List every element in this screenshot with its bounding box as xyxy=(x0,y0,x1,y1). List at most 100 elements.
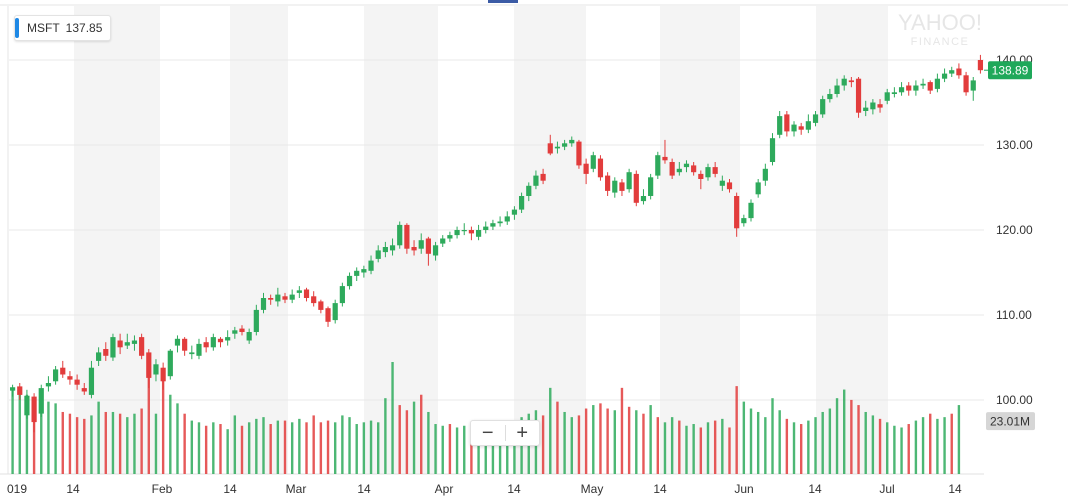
zoom-in-button[interactable]: + xyxy=(516,422,529,444)
candle-body xyxy=(963,75,969,93)
candle-body xyxy=(784,114,790,132)
zoom-out-button[interactable]: − xyxy=(481,422,494,444)
candle xyxy=(554,141,561,154)
volume-bar xyxy=(47,401,50,474)
candle-body xyxy=(547,143,553,154)
volume-bar xyxy=(104,411,107,474)
x-axis-labels: 019 14 Feb 14 Mar 14 Apr 14 May 14 Jun 14 Jul 14 xyxy=(7,482,962,496)
candle-body xyxy=(877,104,883,108)
x-tick-label: 14 xyxy=(808,482,822,496)
volume-bar xyxy=(778,410,781,474)
candle-body xyxy=(683,163,690,168)
candle xyxy=(633,170,639,207)
candle-body xyxy=(891,92,897,94)
volume-bar xyxy=(398,405,401,474)
candle-body xyxy=(898,87,905,93)
candle-body xyxy=(977,60,984,71)
volume-bars xyxy=(11,362,961,474)
candle xyxy=(726,179,733,193)
candle xyxy=(791,121,797,137)
candle-body xyxy=(210,337,216,348)
candle xyxy=(382,241,388,258)
candle xyxy=(956,63,962,79)
candle xyxy=(941,68,948,83)
candle xyxy=(920,78,926,89)
candle xyxy=(870,99,876,115)
candle xyxy=(970,77,976,101)
volume-bar xyxy=(670,417,674,474)
candle-body xyxy=(160,367,166,382)
candle-body xyxy=(812,114,819,123)
volume-bar xyxy=(907,424,910,474)
volume-bar xyxy=(312,415,315,474)
candle xyxy=(511,206,518,220)
candle-body xyxy=(24,395,30,416)
candle xyxy=(483,221,489,234)
candle xyxy=(397,221,403,249)
candle-body xyxy=(834,85,840,94)
volume-bar xyxy=(807,420,810,474)
candle-body xyxy=(332,303,338,321)
volume-bar xyxy=(929,413,932,474)
candle-body xyxy=(605,175,611,191)
volume-bar xyxy=(620,387,624,474)
candle xyxy=(124,333,130,349)
candle-body xyxy=(189,352,195,355)
candle xyxy=(841,75,847,91)
volume-bar xyxy=(25,394,29,474)
candle-body xyxy=(103,349,109,356)
volume-bar xyxy=(627,406,631,474)
symbol-legend[interactable]: MSFT 137.85 xyxy=(14,15,112,41)
zoom-control: − + xyxy=(470,420,540,446)
volume-bar xyxy=(713,420,717,474)
candle-body xyxy=(60,367,66,375)
volume-bar xyxy=(491,425,495,474)
candle-body xyxy=(397,224,403,246)
candle xyxy=(411,240,417,256)
candle xyxy=(96,347,102,366)
candle xyxy=(296,286,302,298)
x-tick-label: 019 xyxy=(7,482,27,496)
candle xyxy=(38,384,44,417)
candle xyxy=(848,77,854,88)
volume-bar xyxy=(549,387,552,474)
candle-body xyxy=(124,342,130,346)
candle-body xyxy=(217,338,224,343)
candle xyxy=(590,151,596,173)
candle-body xyxy=(404,224,410,249)
candle-body xyxy=(447,235,453,239)
candle xyxy=(762,163,768,186)
candle-body xyxy=(848,80,854,83)
volume-bar xyxy=(298,418,301,474)
candle-body xyxy=(88,367,95,395)
candle-body xyxy=(755,182,761,195)
volume-bar xyxy=(835,398,839,474)
candle xyxy=(597,155,604,181)
candle-body xyxy=(454,230,460,236)
candle xyxy=(375,245,381,263)
volume-bar xyxy=(886,422,889,474)
volume-bar xyxy=(97,401,100,474)
candle-body xyxy=(827,94,833,100)
candle-body xyxy=(440,238,446,244)
volume-bar xyxy=(204,425,208,474)
volume-bar xyxy=(147,375,150,474)
candle xyxy=(626,168,632,193)
candle-body xyxy=(583,163,589,174)
candle xyxy=(497,216,503,227)
volume-badge-label: 23.01M xyxy=(990,415,1030,429)
candle-body xyxy=(562,143,568,147)
candle xyxy=(289,289,295,304)
candle-body xyxy=(855,78,862,113)
candle-body xyxy=(418,240,424,249)
candle xyxy=(827,88,833,103)
candle-body xyxy=(726,182,733,190)
candle xyxy=(131,335,138,351)
candle-body xyxy=(741,218,747,224)
candle-body xyxy=(253,309,259,332)
candle xyxy=(898,82,905,96)
candle-body xyxy=(203,342,209,348)
volume-bar xyxy=(764,417,767,474)
